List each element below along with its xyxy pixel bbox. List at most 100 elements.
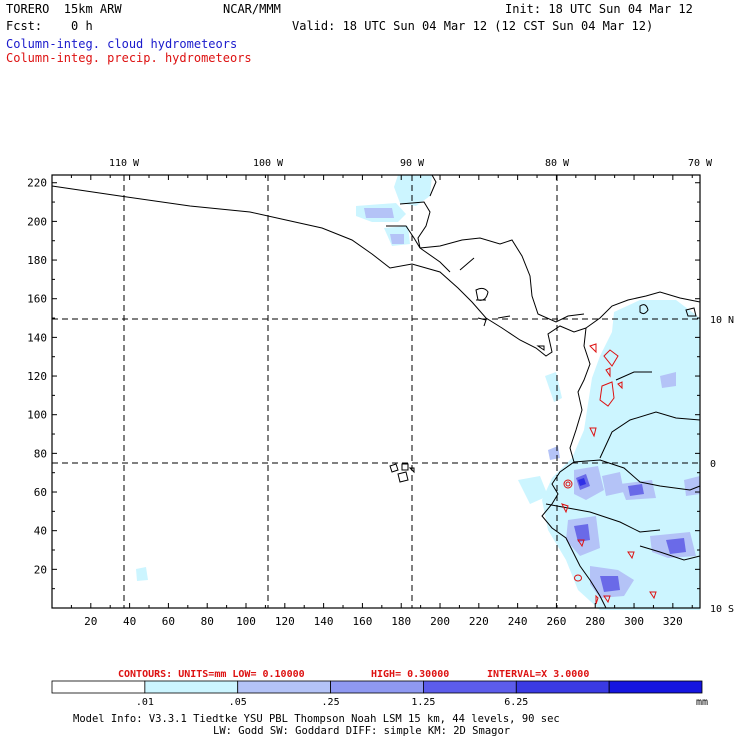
x-tick-label: 320 — [663, 615, 683, 628]
y-tick-label: 160 — [27, 293, 47, 306]
longitude-label: 90 W — [400, 158, 425, 169]
y-tick-label: 20 — [34, 563, 47, 576]
central-america-caribbean — [419, 237, 585, 323]
lake-maracaibo — [639, 304, 649, 315]
colorbar-swatch — [237, 680, 331, 694]
colorbar-swatch — [330, 680, 424, 694]
colorbar — [51, 680, 703, 694]
shade-mid — [364, 208, 394, 218]
contour — [595, 594, 599, 605]
organization-label: NCAR/MMM — [223, 2, 281, 16]
longitude-label: 110 W — [109, 158, 140, 169]
colorbar-unit: mm — [696, 697, 708, 708]
colorbar-swatch — [423, 680, 517, 694]
init-time: Init: 18 UTC Sun 04 Mar 12 — [505, 2, 693, 16]
contour — [565, 481, 571, 487]
contour — [561, 503, 569, 514]
colorbar-label: .01 — [136, 697, 154, 708]
latitude-label: 0 — [710, 459, 716, 470]
y-tick-label: 60 — [34, 486, 47, 499]
x-tick-label: 40 — [123, 615, 136, 628]
contour-interval-text: INTERVAL=X 3.0000 — [487, 669, 589, 680]
lake-nicaragua — [475, 287, 489, 301]
borders-central-america — [386, 225, 511, 319]
x-tick-label: 120 — [275, 615, 295, 628]
contour — [649, 591, 657, 600]
x-tick-label: 240 — [508, 615, 528, 628]
colorbar-swatch — [144, 680, 239, 694]
andes-borders — [545, 371, 701, 561]
south-america-north-coast — [585, 291, 701, 329]
valid-time: Valid: 18 UTC Sun 04 Mar 12 (12 CST Sun … — [292, 19, 654, 33]
precip-contours — [561, 343, 657, 605]
shade-mid — [660, 372, 676, 388]
contour — [605, 367, 611, 378]
shade-cloud — [518, 476, 548, 504]
colorbar-label: .25 — [322, 697, 340, 708]
colorbar-swatch — [515, 680, 610, 694]
shade-mid — [684, 476, 700, 496]
field-label-precip: Column-integ. precip. hydrometeors — [6, 51, 252, 65]
y-tick-label: 40 — [34, 525, 47, 538]
lat-lon-grid — [52, 175, 700, 608]
shade-cloud — [394, 175, 432, 206]
longitude-label: 80 W — [545, 158, 570, 169]
colorbar-swatch — [608, 680, 703, 694]
shade-cloud — [545, 372, 562, 402]
field-label-cloud: Column-integ. cloud hydrometeors — [6, 37, 238, 51]
y-tick-label: 200 — [27, 215, 47, 228]
south-america-pacific-coast — [541, 327, 607, 609]
shade-deep — [600, 576, 620, 592]
y-tick-label: 140 — [27, 331, 47, 344]
x-tick-label: 80 — [201, 615, 214, 628]
contour — [603, 595, 611, 604]
x-tick-label: 200 — [430, 615, 450, 628]
shade-mid — [390, 234, 404, 244]
y-tick-label: 100 — [27, 409, 47, 422]
y-axis-ticks: 20 40 60 80 100 120 140 160 180 200 220 — [27, 177, 700, 590]
yucatan-coast — [399, 201, 431, 249]
shade-cloud — [136, 567, 148, 581]
latitude-label: 10 N — [710, 315, 734, 326]
mexico-pacific-coast — [51, 185, 587, 357]
shade-deep — [666, 538, 686, 554]
contour — [563, 479, 573, 489]
shade-deep — [578, 478, 586, 486]
contour — [599, 381, 615, 407]
x-tick-label: 20 — [84, 615, 97, 628]
x-tick-label: 180 — [391, 615, 411, 628]
contour-high-text: HIGH= 0.30000 — [371, 669, 449, 680]
contour — [574, 574, 582, 582]
y-tick-label: 180 — [27, 254, 47, 267]
colorbar-label: .05 — [229, 697, 247, 708]
x-tick-label: 160 — [352, 615, 372, 628]
colorbar-labels: .01 .05 .25 1.25 6.25 — [136, 697, 529, 708]
contour — [627, 551, 635, 560]
coastlines — [51, 174, 701, 609]
x-tick-label: 280 — [585, 615, 605, 628]
contour — [617, 381, 623, 390]
x-tick-label: 100 — [236, 615, 256, 628]
contour — [589, 343, 597, 354]
gulf-coast — [429, 174, 437, 197]
forecast-hour: Fcst: 0 h — [6, 19, 93, 33]
latitude-labels: 10 N 0 10 S — [710, 315, 734, 615]
longitude-labels: 110 W 100 W 90 W 80 W 70 W — [109, 158, 713, 169]
contour — [589, 427, 597, 438]
model-info-line1: Model Info: V3.3.1 Tiedtke YSU PBL Thomp… — [73, 713, 560, 725]
longitude-label: 100 W — [253, 158, 284, 169]
deep-shading — [574, 474, 686, 592]
colorbar-label: 6.25 — [504, 697, 528, 708]
longitude-label: 70 W — [688, 158, 713, 169]
contour — [603, 349, 619, 367]
shade-deep — [574, 524, 590, 542]
contour — [577, 539, 585, 548]
y-tick-label: 120 — [27, 370, 47, 383]
model-title: TORERO 15km ARW — [6, 2, 122, 16]
island-trinidad — [685, 307, 697, 317]
x-tick-label: 300 — [624, 615, 644, 628]
x-tick-label: 220 — [469, 615, 489, 628]
contour-units-text: CONTOURS: UNITS=mm LOW= 0.10000 — [118, 669, 305, 680]
shade-cloud — [542, 300, 700, 610]
